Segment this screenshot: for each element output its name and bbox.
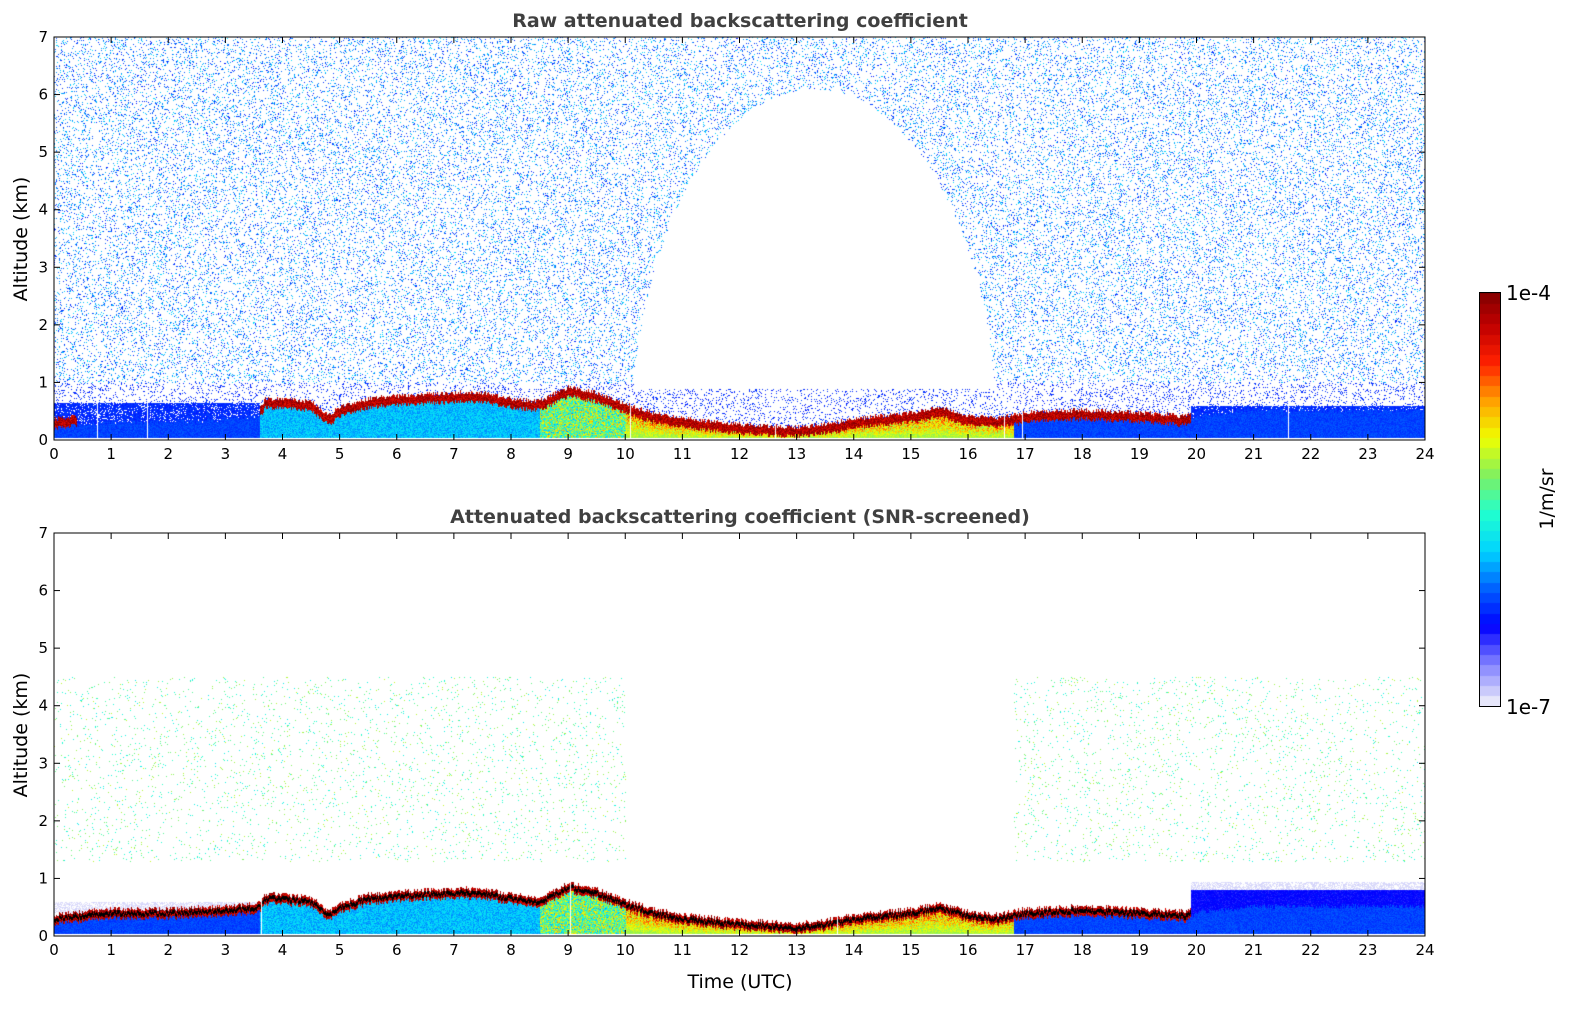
x-tick-label: 0: [49, 445, 59, 463]
y-tick-label: 1: [38, 869, 48, 887]
x-axis-label: Time (UTC): [686, 971, 792, 993]
x-tick-label: 7: [449, 445, 459, 463]
y-tick-label: 5: [38, 639, 48, 657]
raw-backscatter-heatmap: [54, 37, 1425, 440]
x-tick-label: 17: [1016, 445, 1035, 463]
y-tick-label: 5: [38, 143, 48, 161]
x-tick-label: 22: [1301, 445, 1320, 463]
x-tick-label: 17: [1016, 941, 1035, 959]
x-tick-label: 18: [1073, 445, 1092, 463]
x-tick-label: 7: [449, 941, 459, 959]
chart-title-screened: Attenuated backscattering coefficient (S…: [450, 506, 1030, 528]
x-tick-label: 14: [844, 445, 863, 463]
plot-frame: [53, 36, 1426, 441]
x-tick-label: 1: [106, 941, 116, 959]
colorbar: [1479, 292, 1501, 707]
y-tick-label: 7: [38, 524, 48, 542]
y-tick-label: 7: [38, 28, 48, 46]
x-tick-label: 14: [844, 941, 863, 959]
colorbar-max-label: 1e-4: [1506, 281, 1551, 305]
x-tick-label: 18: [1073, 941, 1092, 959]
x-tick-label: 1: [106, 445, 116, 463]
x-tick-label: 5: [335, 941, 345, 959]
x-tick-label: 23: [1358, 941, 1377, 959]
y-tick-label: 0: [38, 927, 48, 945]
x-tick-label: 10: [616, 941, 635, 959]
y-tick-label: 0: [38, 431, 48, 449]
x-tick-label: 24: [1415, 941, 1434, 959]
y-tick-label: 1: [38, 373, 48, 391]
x-tick-label: 20: [1187, 941, 1206, 959]
colorbar-label: 1/m/sr: [1536, 468, 1558, 529]
x-tick-label: 2: [163, 445, 173, 463]
x-tick-label: 4: [278, 445, 288, 463]
x-tick-label: 12: [730, 445, 749, 463]
x-tick-label: 3: [221, 445, 231, 463]
x-tick-label: 9: [563, 445, 573, 463]
x-tick-label: 9: [563, 941, 573, 959]
snr-screened-backscatter-heatmap: [54, 533, 1425, 936]
x-tick-label: 13: [787, 941, 806, 959]
x-tick-label: 6: [392, 941, 402, 959]
x-tick-label: 11: [673, 445, 692, 463]
x-tick-label: 0: [49, 941, 59, 959]
y-tick-label: 4: [38, 201, 48, 219]
x-tick-label: 2: [163, 941, 173, 959]
chart-title-raw: Raw attenuated backscattering coefficien…: [512, 10, 968, 32]
x-tick-label: 19: [1130, 941, 1149, 959]
x-tick-label: 21: [1244, 445, 1263, 463]
x-tick-label: 20: [1187, 445, 1206, 463]
x-tick-label: 15: [901, 445, 920, 463]
plot-frame: [53, 532, 1426, 937]
x-tick-label: 6: [392, 445, 402, 463]
colorbar-min-label: 1e-7: [1506, 695, 1551, 719]
x-tick-label: 21: [1244, 941, 1263, 959]
x-tick-label: 8: [506, 445, 516, 463]
x-tick-label: 24: [1415, 445, 1434, 463]
x-tick-label: 12: [730, 941, 749, 959]
x-tick-label: 11: [673, 941, 692, 959]
y-tick-label: 2: [38, 316, 48, 334]
y-tick-label: 4: [38, 697, 48, 715]
x-tick-label: 19: [1130, 445, 1149, 463]
y-tick-label: 2: [38, 812, 48, 830]
x-tick-label: 23: [1358, 445, 1377, 463]
y-tick-label: 3: [38, 258, 48, 276]
y-axis-label-raw: Altitude (km): [10, 177, 32, 302]
y-tick-label: 3: [38, 754, 48, 772]
x-tick-label: 10: [616, 445, 635, 463]
x-tick-label: 8: [506, 941, 516, 959]
x-tick-label: 16: [958, 941, 977, 959]
y-tick-label: 6: [38, 86, 48, 104]
x-tick-label: 16: [958, 445, 977, 463]
y-axis-label-screened: Altitude (km): [10, 673, 32, 798]
x-tick-label: 22: [1301, 941, 1320, 959]
x-tick-label: 5: [335, 445, 345, 463]
x-tick-label: 13: [787, 445, 806, 463]
x-tick-label: 4: [278, 941, 288, 959]
x-tick-label: 3: [221, 941, 231, 959]
y-tick-label: 6: [38, 582, 48, 600]
x-tick-label: 15: [901, 941, 920, 959]
